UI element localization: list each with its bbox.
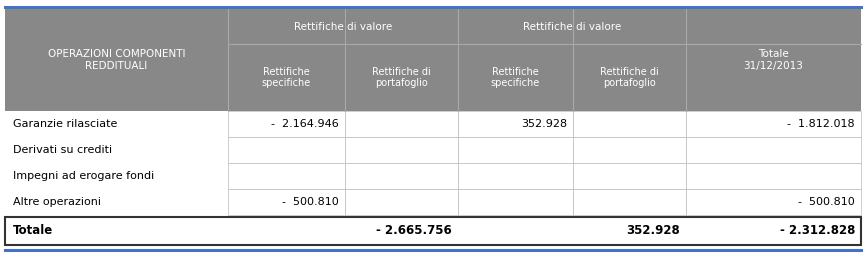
Text: - 2.312.828: - 2.312.828	[779, 225, 855, 238]
Bar	[686, 189, 861, 215]
Text: Totale
31/12/2013: Totale 31/12/2013	[744, 49, 804, 71]
Bar	[686, 163, 861, 189]
Text: Rettifiche di
portafoglio: Rettifiche di portafoglio	[600, 67, 659, 88]
Bar	[5, 111, 861, 215]
Text: Derivati su crediti: Derivati su crediti	[13, 145, 112, 155]
Bar	[573, 137, 686, 163]
Bar	[345, 111, 458, 137]
Bar	[573, 111, 686, 137]
Text: Garanzie rilasciate: Garanzie rilasciate	[13, 119, 118, 129]
Text: - 2.665.756: - 2.665.756	[376, 225, 452, 238]
Text: -  500.810: - 500.810	[798, 197, 855, 207]
Text: Rettifiche
specifiche: Rettifiche specifiche	[491, 67, 540, 88]
Bar	[458, 111, 573, 137]
Bar	[345, 189, 458, 215]
Bar	[458, 189, 573, 215]
Bar	[573, 163, 686, 189]
Text: 352.928: 352.928	[520, 119, 567, 129]
Text: Rettifiche
specifiche: Rettifiche specifiche	[262, 67, 311, 88]
Bar	[686, 111, 861, 137]
Bar	[5, 9, 861, 111]
Text: 352.928: 352.928	[626, 225, 680, 238]
Text: Altre operazioni: Altre operazioni	[13, 197, 101, 207]
Bar	[345, 137, 458, 163]
Text: -  2.164.946: - 2.164.946	[271, 119, 339, 129]
Bar	[458, 163, 573, 189]
Bar	[686, 137, 861, 163]
Bar	[228, 163, 345, 189]
Bar	[345, 163, 458, 189]
Bar	[228, 111, 345, 137]
Text: Rettifiche di valore: Rettifiche di valore	[294, 22, 392, 31]
Bar	[5, 217, 861, 245]
Bar	[228, 189, 345, 215]
Bar	[228, 137, 345, 163]
Text: -  500.810: - 500.810	[282, 197, 339, 207]
Text: Impegni ad erogare fondi: Impegni ad erogare fondi	[13, 171, 154, 181]
Text: Rettifiche di
portafoglio: Rettifiche di portafoglio	[372, 67, 431, 88]
Bar	[458, 137, 573, 163]
Bar	[573, 189, 686, 215]
Text: Totale: Totale	[13, 225, 53, 238]
Text: -  1.812.018: - 1.812.018	[787, 119, 855, 129]
Text: OPERAZIONI COMPONENTI
REDDITUALI: OPERAZIONI COMPONENTI REDDITUALI	[48, 49, 185, 71]
Text: Rettifiche di valore: Rettifiche di valore	[523, 22, 621, 31]
